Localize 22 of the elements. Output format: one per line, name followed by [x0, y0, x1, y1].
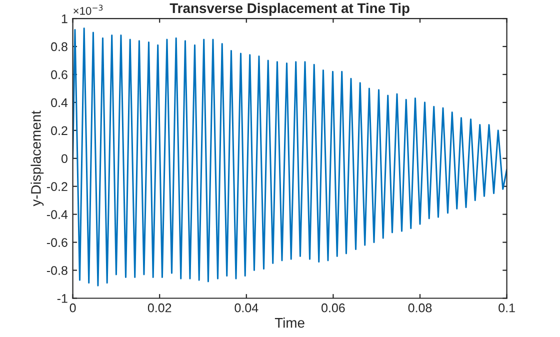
y-tick-label: 0.8: [51, 42, 68, 52]
text: ×10$^{−3}$: [74, 4, 103, 15]
y-tick-label: 0.2: [51, 126, 68, 136]
y-tick-label: 0: [61, 154, 68, 164]
x-axis-title: Time: [274, 318, 304, 328]
y-tick-label: -0.8: [46, 266, 68, 275]
y-tick-label: -0.2: [46, 182, 68, 192]
y-tick-label: -0.6: [46, 238, 68, 247]
line-series: [72, 28, 507, 286]
y-tick-label: -0.4: [46, 210, 68, 219]
x-tick-label: 0.02: [148, 303, 172, 312]
y-tick-label: 0.4: [51, 98, 68, 108]
y-tick-label: -1: [57, 294, 68, 303]
x-tick-label: 0: [70, 303, 76, 312]
y-tick-label: 0.6: [51, 70, 68, 80]
y-axis-title: y-Displacement: [30, 110, 44, 206]
x-tick-label: 0.04: [234, 303, 258, 312]
y-tick-label: 1: [62, 14, 68, 24]
x-tick-label: 0.08: [408, 303, 432, 312]
x-tick-label: 0.06: [322, 303, 345, 312]
chart-title: Transverse Displacement at Tine Tip: [170, 2, 410, 16]
x-tick-label: 0.1: [498, 303, 515, 312]
